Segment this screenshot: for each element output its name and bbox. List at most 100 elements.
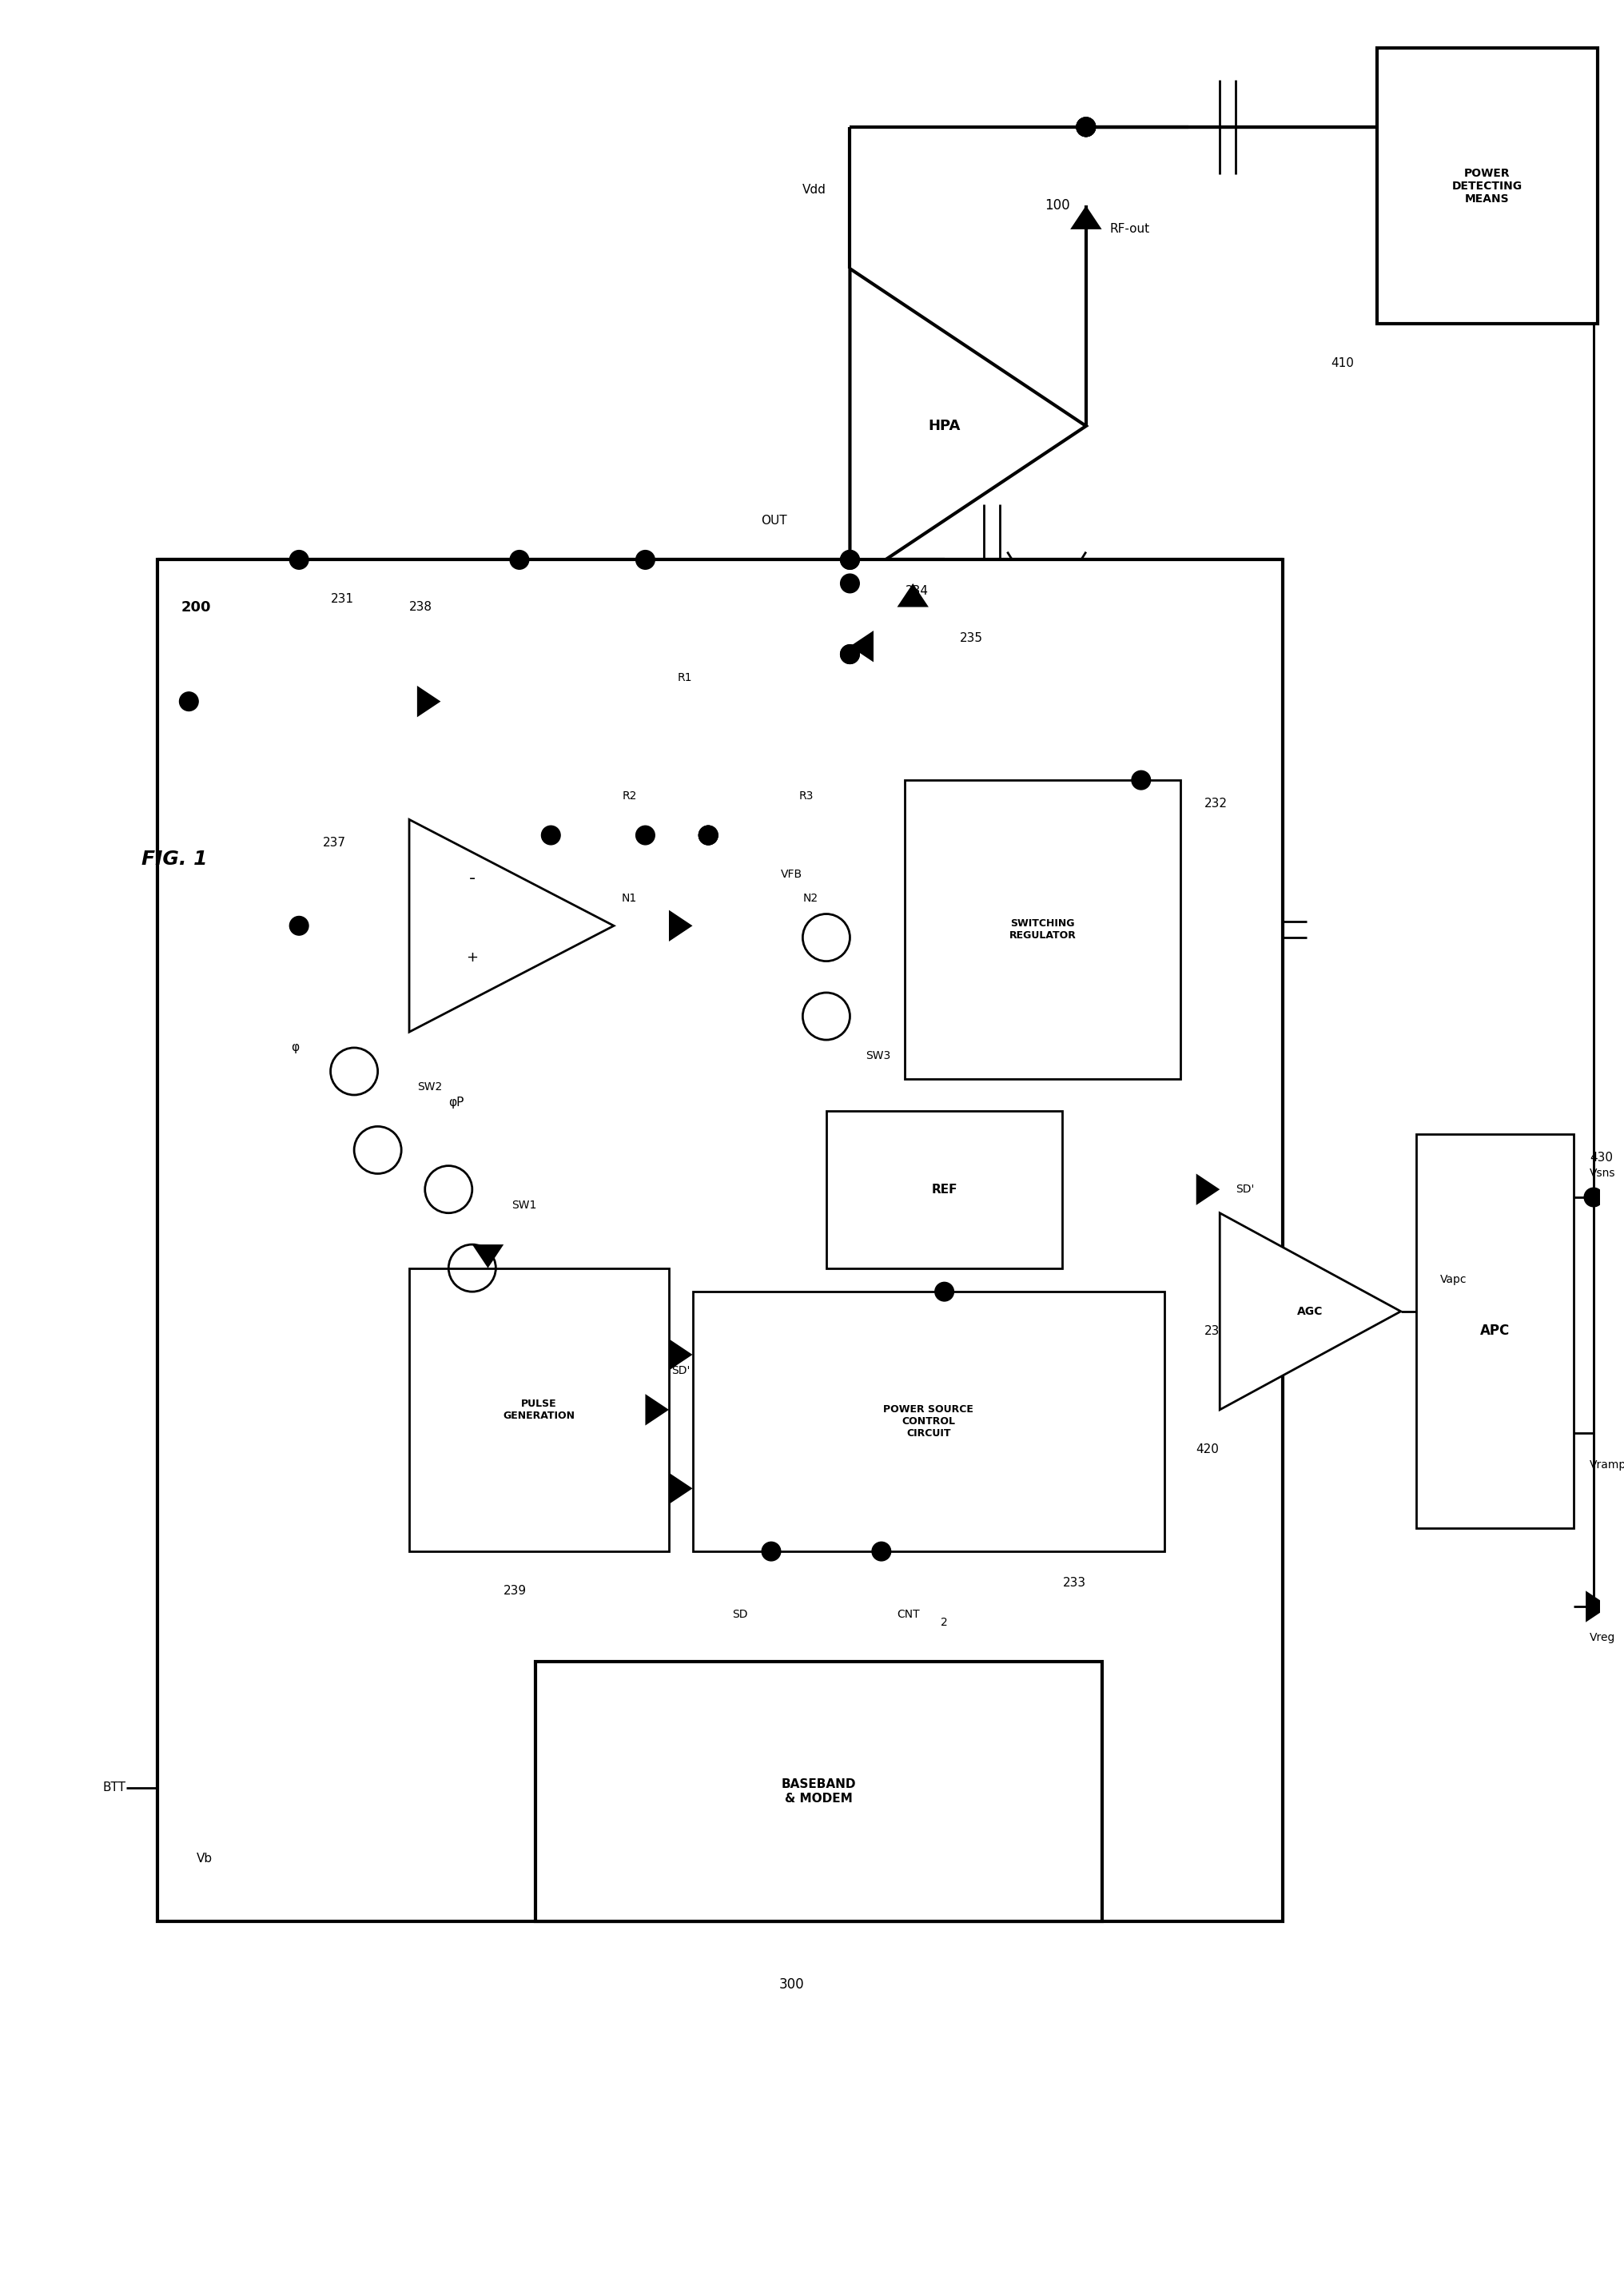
Text: SD': SD' (671, 1364, 690, 1376)
Text: SWITCHING
REGULATOR: SWITCHING REGULATOR (1009, 919, 1075, 940)
Circle shape (1130, 770, 1150, 789)
Text: VFB: VFB (781, 869, 802, 881)
Circle shape (1077, 117, 1095, 135)
Text: 233: 233 (1062, 1578, 1085, 1589)
Text: 232: 232 (1203, 798, 1226, 809)
Text: SD': SD' (650, 1348, 669, 1360)
Circle shape (840, 644, 859, 663)
Text: HPA: HPA (927, 420, 960, 433)
Polygon shape (896, 582, 929, 608)
Text: SD: SD (732, 1610, 747, 1619)
Text: Vreg: Vreg (1588, 1633, 1614, 1644)
Text: 200: 200 (180, 601, 211, 615)
Text: 237: 237 (323, 837, 346, 848)
Circle shape (872, 1541, 890, 1562)
Circle shape (698, 825, 718, 844)
Text: BTT: BTT (102, 1782, 125, 1793)
Text: SW1: SW1 (512, 1199, 536, 1211)
Polygon shape (669, 910, 692, 942)
Polygon shape (1195, 1174, 1220, 1206)
Bar (158, 559, 1281, 1922)
Text: REF: REF (931, 1183, 957, 1195)
Text: OUT: OUT (760, 514, 786, 527)
Text: POWER
DETECTING
MEANS: POWER DETECTING MEANS (1452, 167, 1522, 204)
Text: φ: φ (291, 1041, 299, 1055)
Text: RF-in: RF-in (857, 695, 888, 709)
Text: PULSE
GENERATION: PULSE GENERATION (503, 1399, 575, 1422)
Text: 100: 100 (1044, 199, 1070, 213)
Circle shape (840, 550, 859, 569)
Text: R2: R2 (622, 791, 637, 803)
Text: 231: 231 (330, 594, 354, 605)
Circle shape (289, 550, 309, 569)
Text: Vramp: Vramp (1588, 1458, 1624, 1470)
Text: 430: 430 (1588, 1151, 1613, 1165)
Text: GND: GND (1007, 1231, 1033, 1243)
Bar (1416, 1135, 1574, 1527)
Circle shape (541, 825, 560, 844)
Polygon shape (1585, 1591, 1608, 1621)
Text: FIG. 1: FIG. 1 (141, 848, 208, 869)
Circle shape (1583, 1188, 1603, 1206)
Circle shape (840, 573, 859, 594)
Circle shape (635, 825, 654, 844)
Polygon shape (849, 268, 1085, 582)
Circle shape (762, 1541, 780, 1562)
Bar (692, 1291, 1164, 1552)
Bar (827, 1110, 1062, 1268)
Circle shape (289, 917, 309, 936)
Text: 300: 300 (780, 1977, 804, 1990)
Circle shape (635, 550, 654, 569)
Text: 239: 239 (503, 1584, 526, 1596)
Polygon shape (417, 686, 440, 718)
Text: APC: APC (1479, 1323, 1509, 1339)
Text: BASEBAND
& MODEM: BASEBAND & MODEM (781, 1779, 856, 1805)
Text: 238: 238 (409, 601, 432, 612)
Bar (299, 559, 1181, 1394)
Bar (905, 780, 1181, 1080)
Bar (409, 1268, 669, 1552)
Text: SD': SD' (1234, 1183, 1254, 1195)
Text: +: + (466, 949, 477, 965)
Text: SW2: SW2 (417, 1082, 442, 1094)
Text: Vdd: Vdd (802, 183, 827, 195)
Text: 410: 410 (1330, 358, 1353, 369)
Circle shape (1077, 117, 1095, 135)
Circle shape (1077, 117, 1095, 135)
Bar (1377, 48, 1596, 323)
Text: 235: 235 (960, 633, 983, 644)
Text: AGC: AGC (1296, 1305, 1322, 1316)
Polygon shape (669, 1339, 692, 1371)
Text: SW3: SW3 (866, 1050, 890, 1062)
Text: 236: 236 (1203, 1325, 1226, 1337)
Circle shape (698, 825, 718, 844)
Text: RF-out: RF-out (1109, 222, 1150, 236)
Text: SD: SD (653, 1484, 669, 1495)
Text: 420: 420 (1195, 1442, 1218, 1456)
Text: 234: 234 (905, 585, 927, 596)
Text: Vb: Vb (197, 1853, 213, 1864)
Polygon shape (473, 1245, 503, 1268)
Text: R1: R1 (677, 672, 692, 683)
Text: Vsns: Vsns (1588, 1167, 1614, 1179)
Polygon shape (645, 1394, 669, 1426)
Circle shape (179, 692, 198, 711)
Text: Vapc: Vapc (1439, 1275, 1466, 1286)
Text: 2: 2 (940, 1617, 947, 1628)
Bar (534, 1662, 1101, 1922)
Circle shape (840, 644, 859, 663)
Circle shape (934, 1282, 953, 1300)
Polygon shape (1070, 206, 1101, 229)
Circle shape (510, 550, 528, 569)
Text: Vreg: Vreg (1078, 688, 1106, 699)
Text: φP: φP (448, 1096, 464, 1110)
Text: N2: N2 (802, 892, 818, 903)
Text: Vref: Vref (628, 1270, 651, 1282)
Text: R3: R3 (799, 791, 814, 803)
Circle shape (698, 825, 718, 844)
Polygon shape (1220, 1213, 1400, 1410)
Text: N1: N1 (622, 892, 637, 903)
Text: -: - (469, 871, 476, 887)
Polygon shape (669, 1472, 692, 1504)
Polygon shape (409, 819, 614, 1032)
